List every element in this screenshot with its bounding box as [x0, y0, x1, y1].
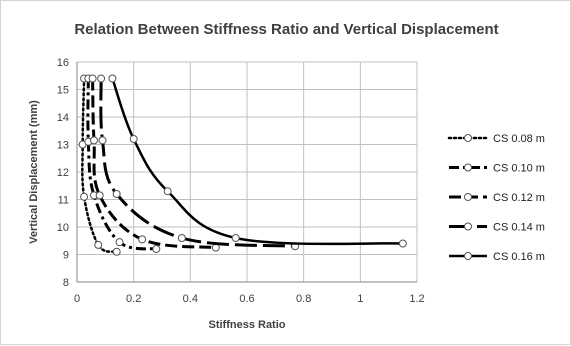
x-tick-label: 0.2	[126, 293, 141, 305]
data-point	[90, 136, 98, 145]
data-point	[129, 135, 138, 143]
data-point	[98, 136, 107, 145]
series-line	[81, 77, 118, 253]
x-tick-label: 1.2	[409, 293, 424, 305]
y-tick-label: 14	[57, 112, 69, 124]
legend-item-2: CS 0.10 m	[449, 163, 545, 175]
x-tick-label: 0.4	[183, 293, 198, 305]
data-point	[112, 190, 121, 198]
chart-title: Relation Between Stiffness Ratio and Ver…	[74, 21, 499, 38]
y-tick-label: 9	[63, 250, 69, 262]
data-point	[97, 74, 106, 83]
data-point	[398, 239, 407, 248]
data-point	[95, 191, 104, 200]
data-point	[163, 187, 172, 196]
series-line	[99, 78, 296, 248]
legend-item-4: CS 0.14 m	[449, 222, 545, 234]
y-axis-title: Vertical Displacement (mm)	[28, 100, 40, 244]
y-tick-label: 8	[63, 277, 69, 289]
series-line	[91, 78, 216, 250]
legend-label: CS 0.10 m	[493, 163, 545, 175]
legend-item-5: CS 0.16 m	[449, 251, 545, 263]
y-tick-label: 11	[58, 195, 69, 207]
series-line	[86, 78, 157, 251]
legend-marker	[464, 222, 472, 231]
data-point	[177, 234, 186, 242]
legend-label: CS 0.08 m	[493, 133, 545, 145]
series-line	[111, 78, 403, 246]
legend-marker	[464, 193, 472, 201]
data-point	[94, 240, 103, 249]
x-tick-label: 1	[357, 293, 363, 305]
data-point	[115, 238, 124, 247]
legend-label: CS 0.12 m	[493, 192, 545, 204]
data-point	[152, 245, 161, 253]
legend-label: CS 0.14 m	[493, 222, 545, 234]
legend-marker	[464, 134, 472, 142]
legend-item-1: CS 0.08 m	[447, 133, 545, 145]
legend-marker	[464, 252, 472, 260]
y-tick-label: 12	[57, 167, 69, 179]
y-tick-label: 10	[57, 222, 69, 234]
x-axis-title: Stiffness Ratio	[208, 319, 285, 331]
legend-marker	[464, 163, 472, 172]
y-tick-label: 16	[57, 57, 69, 69]
series-5	[108, 74, 407, 248]
y-tick-label: 15	[57, 85, 69, 97]
x-tick-label: 0	[74, 293, 80, 305]
data-point	[108, 74, 117, 83]
legend-item-3: CS 0.12 m	[449, 192, 545, 204]
y-tick-label: 13	[57, 140, 69, 152]
data-point	[112, 247, 121, 256]
series-2	[84, 74, 161, 253]
series-1	[78, 74, 121, 256]
x-tick-label: 0.6	[239, 293, 254, 305]
data-point	[88, 74, 97, 83]
data-point	[138, 235, 147, 244]
series-3	[88, 74, 220, 252]
data-point	[231, 234, 240, 242]
data-point	[80, 192, 89, 201]
legend-label: CS 0.16 m	[493, 251, 545, 263]
x-tick-label: 0.8	[296, 293, 311, 305]
